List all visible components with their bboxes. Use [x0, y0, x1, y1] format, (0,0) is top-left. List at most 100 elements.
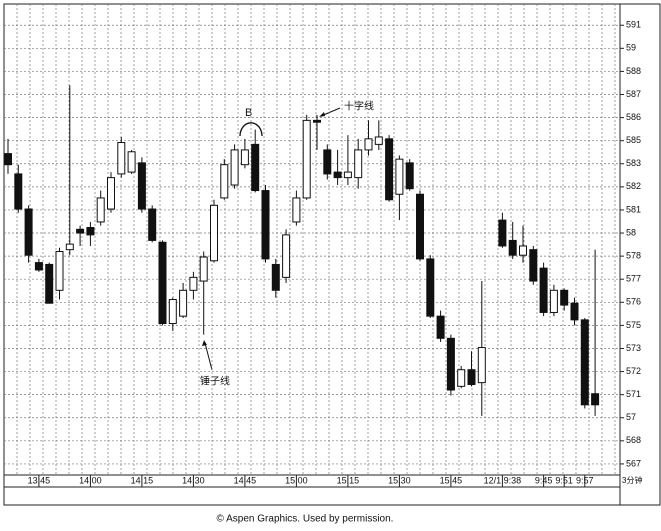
x-tick-label: 9:51	[555, 475, 573, 485]
candle-body	[508, 239, 517, 256]
y-tick-label: 583	[626, 158, 641, 168]
candle-body	[220, 164, 229, 199]
candle-body	[14, 173, 23, 210]
candle-body	[313, 119, 321, 123]
candle-body	[199, 256, 208, 282]
arrow	[204, 342, 213, 371]
candle-body	[127, 151, 136, 173]
y-tick-label: 572	[626, 366, 641, 376]
candle-body	[467, 369, 476, 385]
candle-body	[137, 162, 146, 210]
candle-body	[560, 289, 569, 306]
y-tick-label: 575	[626, 320, 641, 330]
candle-body	[426, 258, 435, 317]
y-tick-label: 587	[626, 89, 641, 99]
candle-body	[292, 197, 301, 223]
candle-body	[45, 263, 54, 304]
candle-body	[230, 149, 239, 186]
candle-body	[570, 302, 579, 321]
candle-body	[354, 149, 363, 179]
candle-body	[76, 228, 85, 234]
candle-body	[240, 149, 249, 166]
candle-body	[302, 119, 311, 199]
y-tick-label: 582	[626, 181, 641, 191]
y-tick-label: 586	[626, 112, 641, 122]
y-tick-label: 577	[626, 274, 641, 284]
candle-body	[477, 347, 486, 384]
candle-body	[457, 369, 466, 387]
candle-body	[498, 219, 507, 247]
candle-body	[364, 138, 373, 151]
candle-body	[323, 149, 332, 175]
b-arc	[239, 122, 263, 137]
candle-body	[117, 142, 126, 175]
candle-body	[168, 299, 177, 325]
x-tick-label: 14:00	[79, 475, 102, 485]
candle-body	[539, 267, 548, 313]
x-tick-label: 15:00	[285, 475, 308, 485]
candle-body	[416, 193, 424, 260]
y-tick-label: 585	[626, 135, 641, 145]
candle-body	[210, 204, 218, 262]
candle-body	[580, 319, 589, 406]
candle-body	[158, 241, 167, 325]
candle-body	[261, 190, 270, 260]
arrowhead	[319, 112, 325, 117]
annotation: 锤子线	[200, 375, 230, 388]
y-tick-label: 59	[626, 43, 636, 53]
candle-body	[251, 143, 260, 192]
y-tick-label: 581	[626, 204, 641, 214]
axis-frame	[619, 3, 661, 506]
plot-frame	[3, 3, 621, 476]
candle-body	[405, 162, 414, 190]
annotation: B	[245, 107, 252, 119]
candle-body	[529, 249, 538, 282]
candle-body	[446, 337, 455, 391]
y-tick-label: 591	[626, 20, 641, 30]
candle-body	[107, 177, 115, 210]
candle-body	[34, 262, 43, 271]
x-tick-label: 15:45	[440, 475, 463, 485]
y-tick-label: 568	[626, 435, 641, 445]
candle-body	[189, 276, 198, 291]
source: © Aspen Graphics. Used by permission.	[217, 514, 394, 525]
candle-body	[519, 245, 527, 256]
candle-body	[148, 208, 157, 241]
candle-body	[591, 393, 600, 406]
candle-body	[271, 263, 280, 291]
x-tick-label: 14:30	[182, 475, 205, 485]
x-tick-label: 15:30	[388, 475, 411, 485]
y-tick-label: 573	[626, 343, 641, 353]
candle-body	[65, 243, 74, 251]
candle-body	[4, 153, 12, 166]
candle-body	[96, 197, 105, 223]
x-tick-label: 14:45	[234, 475, 257, 485]
y-tick-label: 58	[626, 227, 636, 237]
unit-label: 3分钟	[622, 475, 642, 485]
y-tick-label: 567	[626, 458, 641, 468]
candle-body	[549, 289, 558, 313]
candle-body	[55, 251, 64, 291]
candle-body	[24, 208, 33, 256]
x-tick-label: 14:15	[131, 475, 154, 485]
y-tick-label: 588	[626, 66, 641, 76]
arrowhead	[202, 340, 207, 346]
y-tick-label: 578	[626, 250, 641, 260]
x-tick-label: 12/1 9:38	[484, 475, 522, 485]
y-tick-label: 57	[626, 412, 636, 422]
x-tick-label: 9:45	[535, 475, 553, 485]
annotation: 十字线	[344, 100, 374, 113]
candle-body	[385, 138, 394, 201]
candle-body	[374, 136, 383, 145]
candle-body	[395, 158, 404, 195]
y-tick-label: 571	[626, 389, 641, 399]
candle-body	[86, 226, 95, 236]
x-tick-label: 13:45	[28, 475, 51, 485]
x-tick-label: 15:15	[337, 475, 360, 485]
candle-body	[436, 315, 445, 339]
candle-body	[333, 171, 342, 179]
time-row-lower	[3, 486, 621, 506]
y-tick-label: 576	[626, 297, 641, 307]
candle-body	[179, 289, 188, 317]
